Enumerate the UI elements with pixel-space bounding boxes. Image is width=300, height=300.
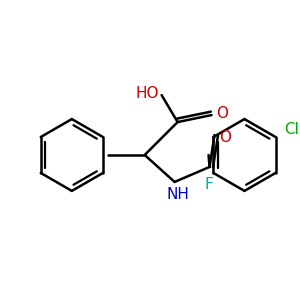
Text: HO: HO [136,85,159,100]
Text: O: O [217,106,229,121]
Text: O: O [220,130,232,145]
Text: F: F [205,177,214,192]
Text: Cl: Cl [284,122,299,136]
Text: NH: NH [166,188,189,202]
